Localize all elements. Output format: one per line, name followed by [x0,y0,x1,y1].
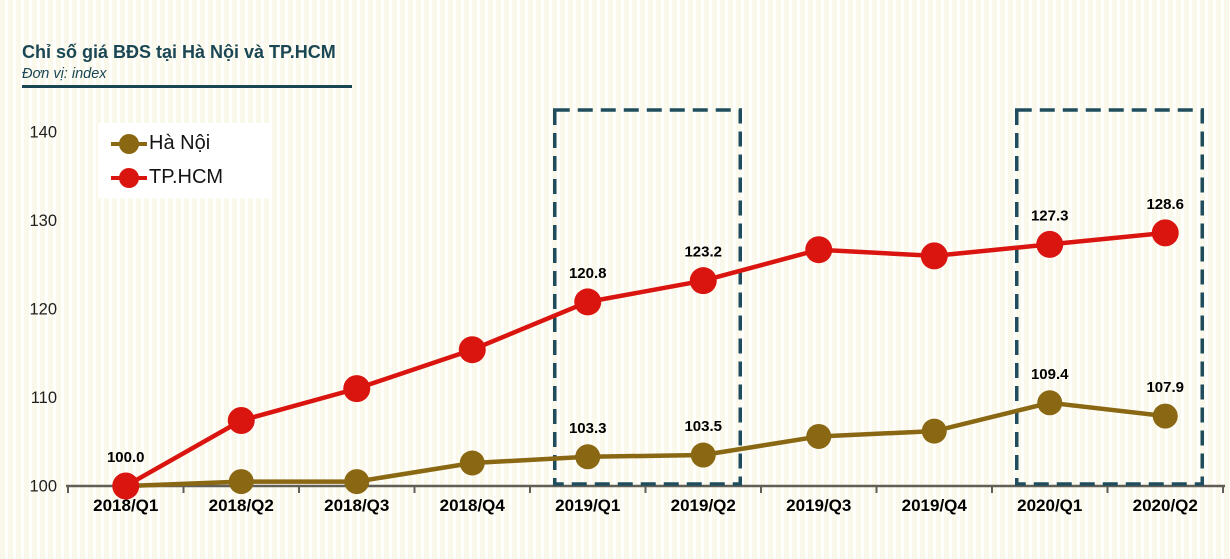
data-point-hanoi [921,418,947,444]
tphcm-series-marker [111,167,147,189]
chart-legend: Hà Nội TP.HCM [98,123,272,198]
data-label-tphcm: 120.8 [569,265,607,282]
y-axis-label: 100 [29,478,57,496]
data-point-tphcm [227,407,255,435]
data-point-hanoi [806,423,832,449]
data-point-hanoi [1037,390,1063,416]
x-axis-label: 2018/Q1 [93,496,158,515]
chart-unit-label: Đơn vị: index [22,66,107,82]
series-line-hanoi [125,400,1166,489]
highlight-box [1015,108,1204,486]
series-line-tphcm [124,230,1166,488]
data-point-hanoi [690,442,716,468]
x-axis-label: 2019/Q4 [902,496,968,515]
data-point-hanoi [459,450,485,476]
data-point-hanoi [344,469,370,495]
data-label-tphcm: 100.0 [107,449,145,466]
hanoi-series-marker [111,133,147,155]
data-point-tphcm [574,288,602,316]
y-axis-label: 130 [29,212,57,230]
data-label-hanoi: 109.4 [1031,366,1069,383]
data-point-tphcm [1036,230,1064,258]
data-point-hanoi [1152,403,1178,429]
data-point-tphcm [112,472,140,500]
data-point-tphcm [805,236,833,264]
y-axis-label: 120 [29,301,57,319]
data-point-tphcm [920,242,948,270]
x-axis-label: 2020/Q1 [1017,496,1082,515]
legend-label-tphcm: TP.HCM [149,166,224,188]
data-label-hanoi: 103.3 [569,420,607,437]
data-point-tphcm [1151,219,1179,247]
title-underline [22,85,352,88]
highlight-box [553,108,742,486]
data-point-tphcm [689,267,717,295]
y-axis-label: 140 [29,124,57,142]
data-point-hanoi [575,444,601,470]
data-point-tphcm [343,375,371,403]
data-point-hanoi [228,469,254,495]
data-label-tphcm: 128.6 [1146,196,1184,213]
data-label-tphcm: 123.2 [684,244,722,261]
x-axis-label: 2018/Q3 [324,496,389,515]
data-point-tphcm [458,336,486,364]
data-label-hanoi: 107.9 [1146,379,1184,396]
x-axis-label: 2020/Q2 [1133,496,1198,515]
data-label-hanoi: 103.5 [684,418,722,435]
x-axis-label: 2018/Q2 [209,496,274,515]
y-axis-label: 110 [31,389,57,407]
chart-title: Chỉ số giá BĐS tại Hà Nội và TP.HCM [22,42,336,62]
x-axis-label: 2018/Q4 [440,496,506,515]
legend-item-tphcm: TP.HCM [111,165,272,191]
x-axis-label: 2019/Q3 [786,496,851,515]
x-axis-label: 2019/Q2 [671,496,736,515]
x-axis-label: 2019/Q1 [555,496,620,515]
data-label-tphcm: 127.3 [1031,207,1069,224]
legend-item-hanoi: Hà Nội [111,131,272,157]
legend-label-hanoi: Hà Nội [149,132,211,154]
